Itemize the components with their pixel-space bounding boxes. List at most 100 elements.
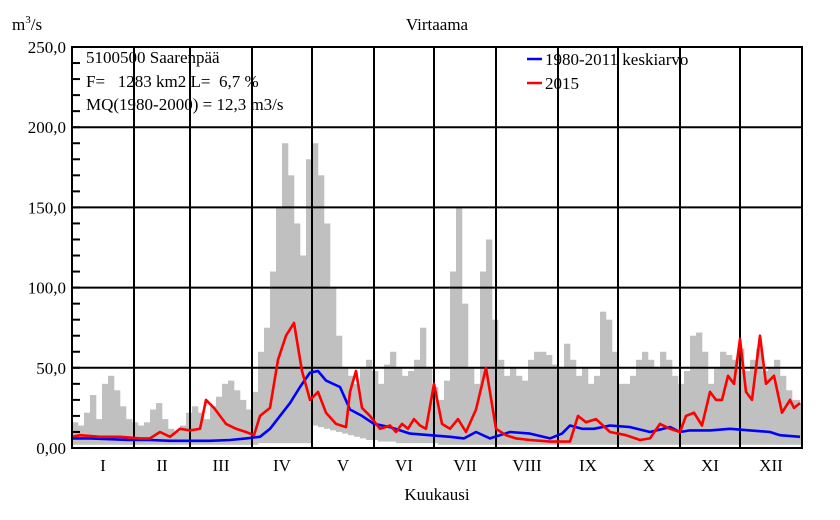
range-bar — [462, 303, 469, 445]
range-bar — [90, 395, 97, 445]
legend-label-2015: 2015 — [545, 74, 579, 93]
range-bar — [222, 383, 229, 445]
info-mean-flow: MQ(1980-2000) = 12,3 m3/s — [86, 95, 284, 114]
range-bar — [444, 380, 451, 445]
range-bar — [264, 327, 271, 444]
x-tick-label: XII — [759, 456, 783, 475]
range-bar — [306, 159, 313, 444]
x-tick-label: I — [100, 456, 106, 475]
range-bar — [648, 359, 655, 445]
info-station: 5100500 Saarenpää — [86, 48, 220, 67]
range-bar — [786, 390, 793, 445]
range-bar — [366, 359, 373, 440]
range-bar — [552, 364, 559, 445]
range-bar — [666, 359, 673, 445]
range-bar — [600, 311, 607, 445]
range-bar — [732, 359, 739, 445]
range-bar — [390, 351, 397, 442]
range-bar — [102, 383, 109, 445]
range-bar — [726, 354, 733, 445]
range-bar — [120, 406, 127, 445]
range-bar — [294, 223, 301, 444]
range-bar — [738, 348, 745, 445]
range-bar — [594, 375, 601, 445]
range-bar — [384, 364, 391, 442]
range-bar — [516, 375, 523, 445]
range-bar — [768, 367, 775, 445]
range-bar — [270, 271, 277, 444]
x-tick-label: XI — [701, 456, 719, 475]
range-bar — [702, 351, 709, 445]
y-tick-label: 150,0 — [28, 198, 66, 217]
range-bar — [660, 351, 667, 445]
range-bar — [210, 406, 217, 445]
info-box: 5100500 Saarenpää F= 1283 km2 L= 6,7 % M… — [86, 48, 284, 114]
y-axis-label: m3/s — [12, 14, 42, 34]
series-line-2015 — [71, 321, 801, 443]
range-bar — [408, 371, 415, 444]
range-bar — [114, 390, 121, 445]
range-bar — [606, 319, 613, 445]
range-bar — [504, 375, 511, 445]
range-bar — [276, 207, 283, 444]
x-tick-label: VII — [453, 456, 477, 475]
chart-title: Virtaama — [406, 15, 469, 34]
x-tick-label: IX — [579, 456, 597, 475]
range-bar — [564, 343, 571, 445]
y-tick-label: 200,0 — [28, 118, 66, 137]
range-bar — [696, 332, 703, 445]
range-bar — [72, 422, 79, 445]
range-bar — [618, 383, 625, 445]
x-tick-label: V — [337, 456, 350, 475]
range-bar — [468, 367, 475, 445]
y-tick-label: 50,0 — [36, 359, 66, 378]
x-tick-label: X — [643, 456, 655, 475]
y-axis-label-base: m — [12, 15, 25, 34]
range-bar — [216, 396, 223, 445]
range-bar — [714, 367, 721, 445]
range-bar — [360, 367, 367, 439]
range-bar — [414, 359, 421, 444]
range-bar — [654, 367, 661, 445]
range-bar — [558, 367, 565, 445]
range-bar — [540, 351, 547, 445]
range-bar — [432, 387, 439, 444]
y-axis-label-suffix: /s — [31, 15, 42, 34]
legend: 1980-2011 keskiarvo 2015 — [527, 50, 688, 93]
range-bar — [378, 383, 385, 442]
range-bar — [480, 271, 487, 445]
range-bar — [522, 380, 529, 445]
range-bar — [612, 351, 619, 445]
y-axis-label-superscript: 3 — [25, 14, 31, 26]
range-bar — [402, 375, 409, 444]
range-bar — [672, 375, 679, 445]
range-bar — [132, 422, 139, 445]
range-bar — [372, 371, 379, 440]
range-bar — [396, 367, 403, 444]
range-bar — [534, 351, 541, 445]
range-bar — [456, 207, 463, 445]
range-bar — [486, 239, 493, 445]
range-bar — [588, 383, 595, 445]
x-tick-label: VI — [395, 456, 413, 475]
range-bar — [180, 425, 187, 445]
range-bar — [240, 399, 247, 445]
x-tick-label: III — [213, 456, 230, 475]
range-layer — [72, 143, 803, 445]
range-bar — [162, 419, 169, 445]
range-bar — [708, 383, 715, 445]
info-area: F= 1283 km2 L= 6,7 % — [86, 72, 259, 91]
range-bar — [774, 359, 781, 445]
range-bar — [630, 375, 637, 445]
range-bar — [126, 419, 133, 445]
range-bar — [348, 375, 355, 436]
y-tick-label: 0,00 — [36, 439, 66, 458]
range-bar — [624, 383, 631, 445]
range-bar — [582, 367, 589, 445]
range-bar — [354, 383, 361, 437]
range-bar — [498, 359, 505, 445]
range-bar — [756, 348, 763, 445]
range-bar — [744, 371, 751, 445]
range-bar — [570, 359, 577, 445]
